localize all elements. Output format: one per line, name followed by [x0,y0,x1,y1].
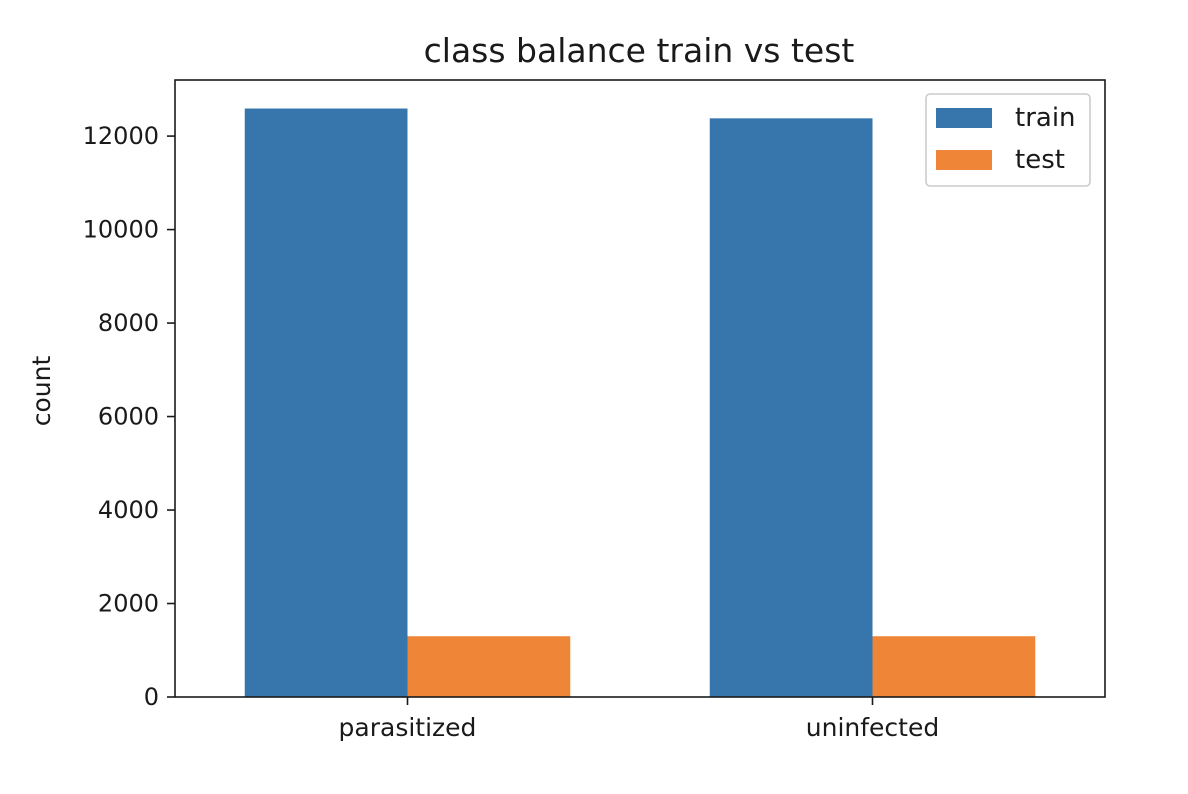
y-tick-label: 0 [144,683,159,711]
bar-train-uninfected [709,118,873,697]
x-tick-label: uninfected [806,713,939,742]
y-tick-label: 12000 [83,122,159,150]
y-tick-label: 8000 [98,309,159,337]
y-tick-label: 4000 [98,496,159,524]
bars-group [244,108,1036,697]
y-tick-label: 6000 [98,403,159,431]
legend-label-test: test [1015,145,1065,175]
chart-title: class balance train vs test [424,31,855,70]
legend-swatch-train [936,108,992,128]
y-axis: 0 2000 4000 6000 8000 10000 12000 [83,122,175,711]
legend-swatch-test [936,150,992,170]
plot-frame [174,79,1106,698]
legend-label-train: train [1015,103,1076,133]
bar-train-parasitized [244,108,408,697]
legend: train test [925,93,1091,187]
y-tick-label: 2000 [98,590,159,618]
y-axis-label: count [27,356,56,427]
bar-test-uninfected [872,636,1036,697]
x-axis: parasitized uninfected [339,697,939,742]
bar-test-parasitized [407,636,571,697]
y-tick-label: 10000 [83,216,159,244]
x-tick-label: parasitized [339,713,477,742]
